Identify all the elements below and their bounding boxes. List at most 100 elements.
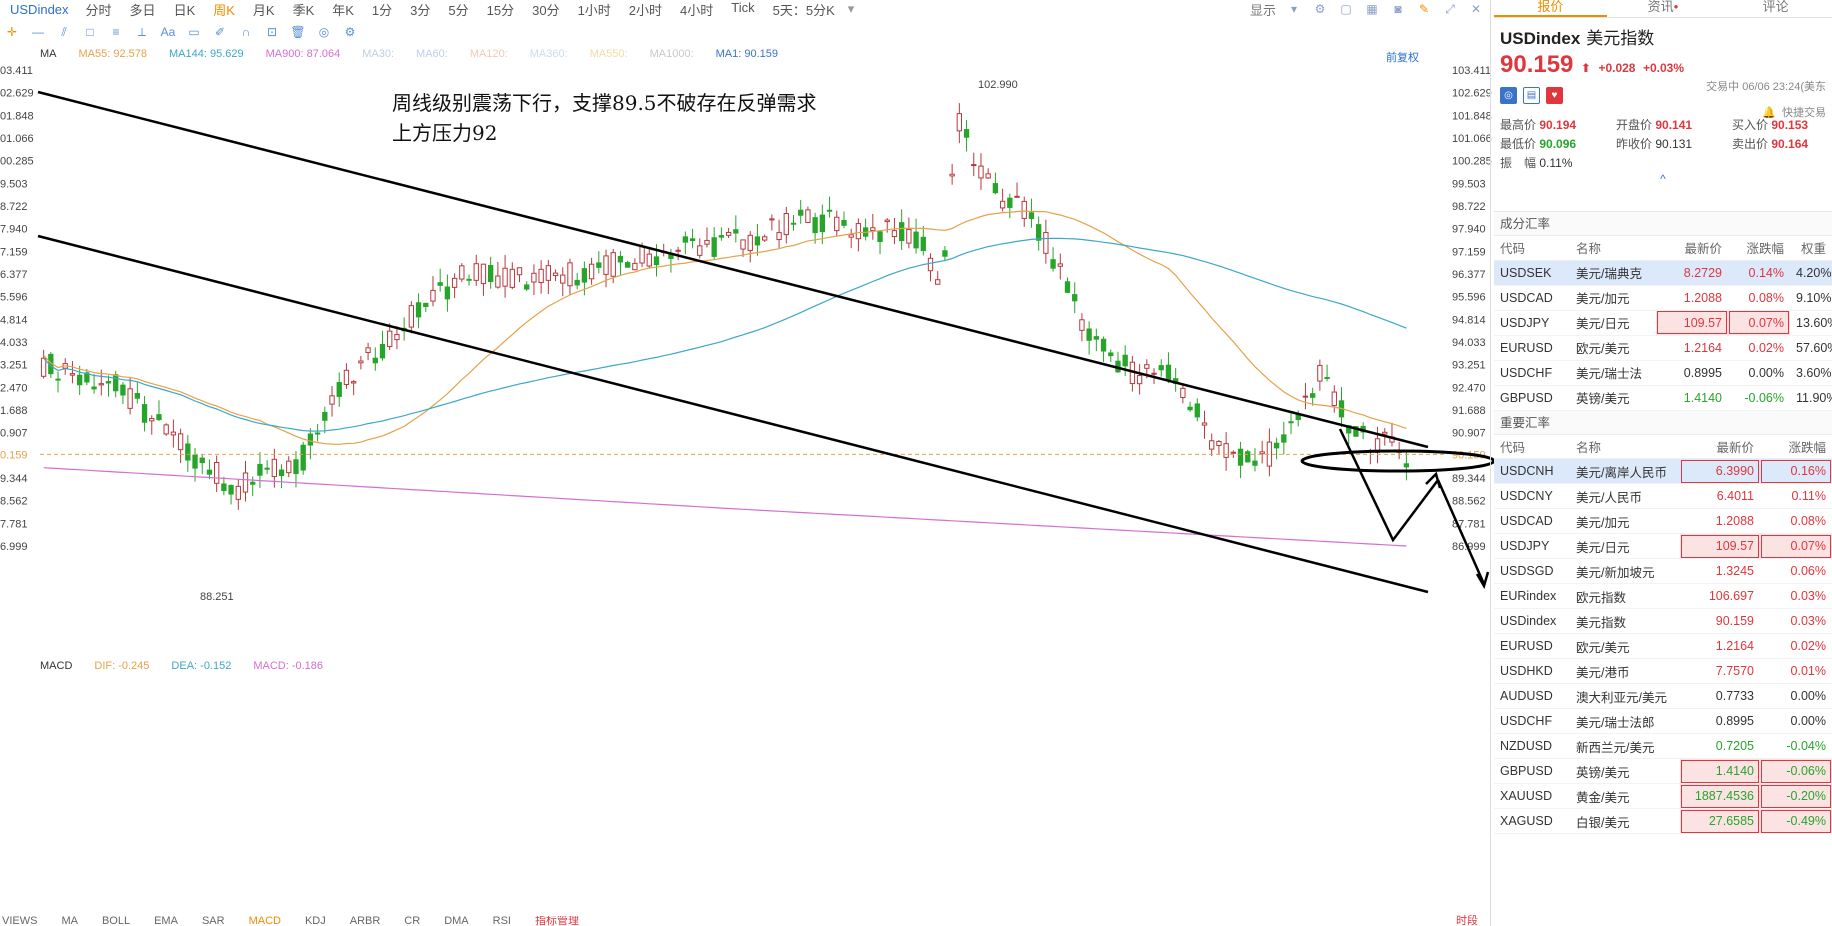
table-row[interactable]: XAUUSD 黄金/美元 1887.4536 -0.20% <box>1494 783 1832 809</box>
table-row[interactable]: EURindex 欧元指数 106.697 0.03% <box>1494 583 1832 609</box>
chevron-down-icon[interactable]: ▾ <box>847 1 855 16</box>
table-row[interactable]: USDHKD 美元/港币 7.7570 0.01% <box>1494 658 1832 684</box>
column-header[interactable]: 权重 <box>1790 236 1832 261</box>
tab-comments[interactable]: 评论 <box>1762 0 1789 14</box>
crosshair-icon[interactable]: ✛ <box>6 25 18 39</box>
indicator-tab-6[interactable]: KDJ <box>304 916 326 926</box>
close-icon[interactable]: ✕ <box>1470 2 1482 16</box>
column-header[interactable]: 名称 <box>1570 434 1680 459</box>
quick-trade-button[interactable]: 🔔 快捷交易 <box>1762 104 1826 120</box>
column-header[interactable]: 最新价 <box>1680 434 1760 459</box>
table-row[interactable]: EURUSD 欧元/美元 1.2164 0.02% <box>1494 633 1832 659</box>
table-row[interactable]: USDindex 美元指数 90.159 0.03% <box>1494 608 1832 634</box>
gear-icon[interactable]: ⚙ <box>1314 2 1326 16</box>
period-1[interactable]: 多日 <box>129 2 156 18</box>
period-0[interactable]: 分时 <box>85 2 112 18</box>
symbol-label[interactable]: USDindex <box>10 1 69 17</box>
table-row[interactable]: NZDUSD 新西兰元/美元 0.7205 -0.04% <box>1494 733 1832 759</box>
column-header[interactable]: 名称 <box>1570 236 1656 261</box>
table-row[interactable]: USDSGD 美元/新加坡元 1.3245 0.06% <box>1494 558 1832 584</box>
column-header[interactable]: 最新价 <box>1656 236 1728 261</box>
heart-icon[interactable]: ♥ <box>1546 87 1563 104</box>
indicator-tab-9[interactable]: DMA <box>444 916 469 926</box>
tab-news[interactable]: 资讯● <box>1607 0 1720 17</box>
period-3[interactable]: 周K <box>213 2 235 18</box>
table-row[interactable]: USDCNH 美元/离岸人民币 6.3990 0.16% <box>1494 458 1832 484</box>
macd-name[interactable]: MACD <box>40 660 73 672</box>
chart-canvas[interactable]: 103.411 03.411 102.629 02.629 101.848 01.848 1… <box>0 46 1494 656</box>
display-menu[interactable]: 显示 <box>1249 2 1276 18</box>
table-row[interactable]: USDCNY 美元/人民币 6.4011 0.11% <box>1494 483 1832 509</box>
column-header[interactable]: 涨跌幅 <box>1760 434 1832 459</box>
table-row[interactable]: USDCAD 美元/加元 1.2088 0.08% 9.10% <box>1494 285 1832 311</box>
period-14[interactable]: 4小时 <box>680 2 714 18</box>
indicator-type[interactable]: MA <box>40 48 57 60</box>
channel-tool-icon[interactable]: ⫽ <box>61 24 67 39</box>
lock-icon[interactable]: ⊡ <box>266 25 278 39</box>
indicator-tab-3[interactable]: EMA <box>154 916 178 926</box>
eye-icon[interactable]: ◎ <box>318 25 330 39</box>
table-row[interactable]: AUDUSD 澳大利亚元/美元 0.7733 0.00% <box>1494 683 1832 709</box>
brush-icon[interactable]: ✐ <box>214 25 226 39</box>
panel-divider[interactable] <box>1490 0 1491 926</box>
period-5[interactable]: 季K <box>292 2 315 18</box>
fib-tool-icon[interactable]: ≡ <box>112 25 120 39</box>
column-header[interactable]: 代码 <box>1494 236 1570 261</box>
period-9[interactable]: 5分 <box>448 2 469 18</box>
period-11[interactable]: 30分 <box>532 2 560 18</box>
table-row[interactable]: USDSEK 美元/瑞典克 8.2729 0.14% 4.20% <box>1494 260 1832 286</box>
table-row[interactable]: USDCAD 美元/加元 1.2088 0.08% <box>1494 508 1832 534</box>
settings-icon[interactable]: ⚙ <box>344 25 356 39</box>
collapse-chevron-icon[interactable]: ^ <box>1660 172 1666 186</box>
period-6[interactable]: 年K <box>332 2 354 18</box>
column-header[interactable]: 代码 <box>1494 434 1570 459</box>
period-13[interactable]: 2小时 <box>628 2 663 18</box>
period-7[interactable]: 1分 <box>371 2 393 18</box>
camera-icon[interactable]: ◙ <box>1394 2 1402 16</box>
table-row[interactable]: USDCHF 美元/瑞士法郎 0.8995 0.00% <box>1494 708 1832 734</box>
period-8[interactable]: 3分 <box>410 2 431 18</box>
pencil-icon[interactable]: ✎ <box>1418 2 1430 16</box>
adjust-button[interactable]: 前复权 <box>1386 52 1419 64</box>
indicator-tab-10[interactable]: RSI <box>492 916 511 926</box>
layout-icon[interactable]: ▢ <box>1340 2 1352 16</box>
table-row[interactable]: USDCHF 美元/瑞士法 0.8995 0.00% 3.60% <box>1494 360 1832 386</box>
indicator-tab-2[interactable]: BOLL <box>101 916 131 926</box>
column-header[interactable]: 涨跌幅 <box>1728 236 1790 261</box>
period-15[interactable]: Tick <box>731 0 755 15</box>
price-chart[interactable]: MA MA55: 92.578 MA144: 95.629 MA900: 87.… <box>0 46 1494 656</box>
measure-tool-icon[interactable]: ⟂ <box>137 24 146 39</box>
line-tool-icon[interactable]: — <box>32 25 44 39</box>
period-10[interactable]: 15分 <box>486 2 515 18</box>
magnet-icon[interactable]: ∩ <box>241 25 251 39</box>
indicator-tab-1[interactable]: MA <box>61 916 78 926</box>
indicator-tab-5[interactable]: MACD <box>248 916 281 926</box>
indicator-tab-8[interactable]: CR <box>404 916 421 926</box>
period-4[interactable]: 月K <box>252 2 275 18</box>
indicator-tab-11[interactable]: 指标管理 <box>534 916 579 926</box>
session-button[interactable]: 时段 <box>1456 915 1478 926</box>
indicator-tab-0[interactable]: VIEWS <box>2 916 38 926</box>
chevron-down-icon[interactable]: ▾ <box>1290 2 1298 16</box>
table-row[interactable]: XAGUSD 白银/美元 27.6585 -0.49% <box>1494 808 1832 834</box>
period-2[interactable]: 日K <box>173 2 196 18</box>
fullscreen-icon[interactable]: ⤢ <box>1445 1 1455 16</box>
indicator-tab-7[interactable]: ARBR <box>349 916 381 926</box>
grid-icon[interactable]: ▦ <box>1366 2 1378 16</box>
trash-icon[interactable]: 🗑 <box>290 25 306 39</box>
tab-quote[interactable]: 报价 <box>1494 0 1607 17</box>
table-row[interactable]: USDJPY 美元/日元 109.57 0.07% <box>1494 533 1832 559</box>
text-tool-icon[interactable]: Aa <box>160 25 176 39</box>
doc-icon[interactable]: ▤ <box>1523 87 1540 104</box>
globe-icon[interactable]: ◎ <box>1500 87 1517 104</box>
combo-selector[interactable]: 5天：5分K <box>772 2 835 18</box>
period-12[interactable]: 1小时 <box>577 2 611 18</box>
table-row[interactable]: GBPUSD 英镑/美元 1.4140 -0.06% <box>1494 758 1832 784</box>
shape-tool-icon[interactable]: □ <box>86 25 94 39</box>
comment-tool-icon[interactable]: ▭ <box>188 25 200 39</box>
indicator-tab-4[interactable]: SAR <box>201 916 225 926</box>
row-price: 8.2729 <box>1656 260 1728 286</box>
